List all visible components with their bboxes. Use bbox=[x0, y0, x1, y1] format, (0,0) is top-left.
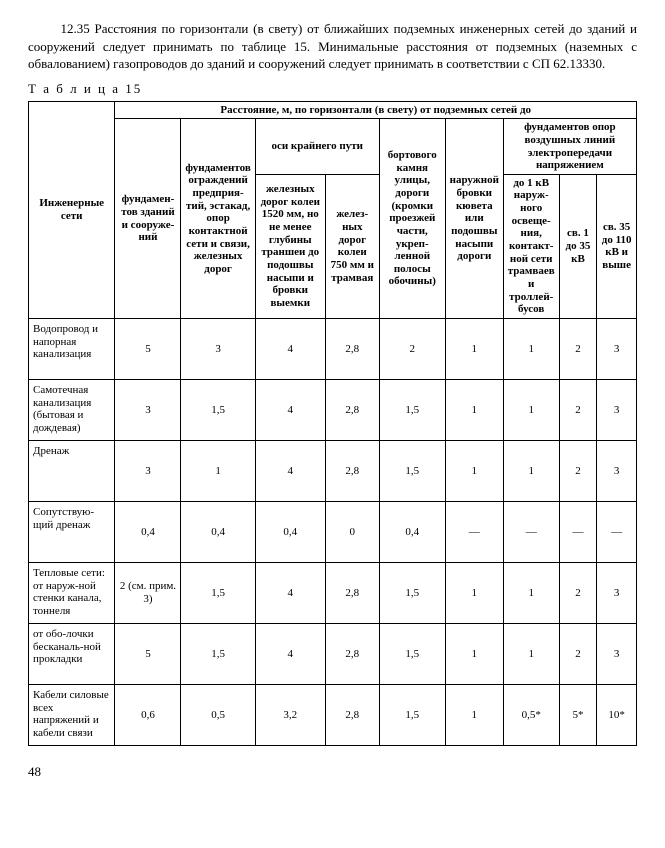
cell: 4 bbox=[255, 440, 325, 501]
cell: 3,2 bbox=[255, 684, 325, 745]
th-col1: фундамен-тов зданий и сооруже-ний bbox=[115, 119, 181, 319]
table-row: Водопровод и напорная канализация5342,82… bbox=[29, 318, 637, 379]
cell: 2,8 bbox=[325, 318, 379, 379]
cell: 1 bbox=[503, 562, 559, 623]
cell: 5 bbox=[115, 623, 181, 684]
table-row: Дренаж3142,81,51123 bbox=[29, 440, 637, 501]
cell: 3 bbox=[115, 440, 181, 501]
cell: 1 bbox=[503, 318, 559, 379]
cell: 1,5 bbox=[379, 623, 445, 684]
cell: 1 bbox=[445, 562, 503, 623]
row-name: Тепловые сети: от наруж-ной стенки канал… bbox=[29, 562, 115, 623]
cell: 2 bbox=[559, 623, 597, 684]
cell: 3 bbox=[181, 318, 255, 379]
cell: 1 bbox=[445, 379, 503, 440]
th-col0: Инженерные сети bbox=[29, 101, 115, 318]
table-body: Водопровод и напорная канализация5342,82… bbox=[29, 318, 637, 745]
cell: 4 bbox=[255, 318, 325, 379]
cell: 2,8 bbox=[325, 440, 379, 501]
cell: 3 bbox=[597, 440, 637, 501]
cell: 2,8 bbox=[325, 623, 379, 684]
cell: 3 bbox=[115, 379, 181, 440]
cell: 3 bbox=[597, 379, 637, 440]
cell: 0,5* bbox=[503, 684, 559, 745]
cell: 0,6 bbox=[115, 684, 181, 745]
cell: 3 bbox=[597, 562, 637, 623]
cell: 1 bbox=[445, 440, 503, 501]
table-row: от обо-лочки бесканаль-ной прокладки51,5… bbox=[29, 623, 637, 684]
cell: 1 bbox=[445, 318, 503, 379]
cell: 4 bbox=[255, 379, 325, 440]
table-row: Тепловые сети: от наруж-ной стенки канал… bbox=[29, 562, 637, 623]
cell: 0,4 bbox=[255, 501, 325, 562]
cell: 0,4 bbox=[115, 501, 181, 562]
cell: 1 bbox=[503, 440, 559, 501]
cell: 5* bbox=[559, 684, 597, 745]
row-name: Сопутствую-щий дренаж bbox=[29, 501, 115, 562]
cell: — bbox=[445, 501, 503, 562]
th-col8: св. 1 до 35 кВ bbox=[559, 174, 597, 318]
th-col7: до 1 кВ наруж-ного освеще-ния, контакт-н… bbox=[503, 174, 559, 318]
cell: 1 bbox=[445, 623, 503, 684]
row-name: Самотечная канализация (бытовая и дождев… bbox=[29, 379, 115, 440]
cell: 2 bbox=[559, 318, 597, 379]
th-col3: железных дорог колеи 1520 мм, но не мене… bbox=[255, 174, 325, 318]
th-col9: св. 35 до 110 кВ и выше bbox=[597, 174, 637, 318]
cell: 1 bbox=[181, 440, 255, 501]
cell: 3 bbox=[597, 318, 637, 379]
row-name: Водопровод и напорная канализация bbox=[29, 318, 115, 379]
th-axis-group: оси крайнего пути bbox=[255, 119, 379, 175]
cell: 0,4 bbox=[181, 501, 255, 562]
cell: 4 bbox=[255, 562, 325, 623]
cell: 1,5 bbox=[181, 562, 255, 623]
th-power-group: фундаментов опор воздушных линий электро… bbox=[503, 119, 636, 175]
th-col2: фундаментов ограждений предприя-тий, эст… bbox=[181, 119, 255, 319]
intro-paragraph: 12.35 Расстояния по горизонтали (в свету… bbox=[28, 20, 637, 73]
cell: 1,5 bbox=[181, 623, 255, 684]
table-row: Кабели силовые всех напряжений и кабели … bbox=[29, 684, 637, 745]
cell: 2 bbox=[559, 440, 597, 501]
cell: 1,5 bbox=[379, 440, 445, 501]
cell: 1,5 bbox=[379, 684, 445, 745]
table-row: Сопутствую-щий дренаж0,40,40,400,4———— bbox=[29, 501, 637, 562]
cell: 2,8 bbox=[325, 684, 379, 745]
cell: 2 bbox=[379, 318, 445, 379]
cell: 2,8 bbox=[325, 379, 379, 440]
cell: 0 bbox=[325, 501, 379, 562]
cell: 1,5 bbox=[181, 379, 255, 440]
row-name: Дренаж bbox=[29, 440, 115, 501]
cell: — bbox=[597, 501, 637, 562]
th-top: Расстояние, м, по горизонтали (в свету) … bbox=[115, 101, 637, 119]
cell: 1,5 bbox=[379, 562, 445, 623]
cell: 2 (см. прим. 3) bbox=[115, 562, 181, 623]
table-15: Инженерные сети Расстояние, м, по горизо… bbox=[28, 101, 637, 746]
th-col4: желез-ных дорог колеи 750 мм и трамвая bbox=[325, 174, 379, 318]
cell: 10* bbox=[597, 684, 637, 745]
table-caption: Т а б л и ц а 15 bbox=[28, 81, 637, 97]
th-col6: наружной бровки кювета или подошвы насып… bbox=[445, 119, 503, 319]
cell: 2,8 bbox=[325, 562, 379, 623]
cell: 2 bbox=[559, 379, 597, 440]
cell: — bbox=[503, 501, 559, 562]
cell: 1 bbox=[503, 623, 559, 684]
cell: 1 bbox=[445, 684, 503, 745]
row-name: от обо-лочки бесканаль-ной прокладки bbox=[29, 623, 115, 684]
cell: 2 bbox=[559, 562, 597, 623]
cell: 1,5 bbox=[379, 379, 445, 440]
cell: — bbox=[559, 501, 597, 562]
th-col5: бортового камня улицы, дороги (кромки пр… bbox=[379, 119, 445, 319]
cell: 5 bbox=[115, 318, 181, 379]
page-number: 48 bbox=[28, 764, 637, 780]
cell: 1 bbox=[503, 379, 559, 440]
cell: 0,5 bbox=[181, 684, 255, 745]
table-row: Самотечная канализация (бытовая и дождев… bbox=[29, 379, 637, 440]
cell: 4 bbox=[255, 623, 325, 684]
row-name: Кабели силовые всех напряжений и кабели … bbox=[29, 684, 115, 745]
cell: 0,4 bbox=[379, 501, 445, 562]
cell: 3 bbox=[597, 623, 637, 684]
